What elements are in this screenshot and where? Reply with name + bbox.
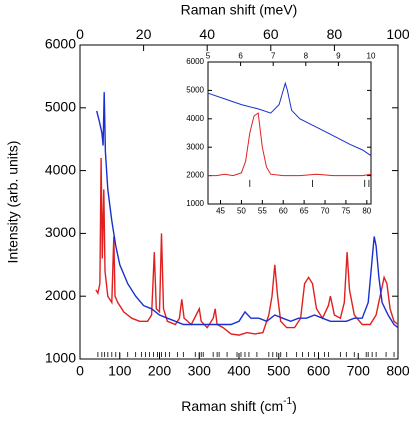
x2-tick-label: 8 <box>304 52 309 61</box>
y-tick-label: 4000 <box>186 114 204 123</box>
x2-tick-label: 40 <box>199 26 215 42</box>
x-tick-label: 55 <box>258 206 267 215</box>
data-line <box>208 112 372 177</box>
x2-tick-label: 20 <box>136 26 152 42</box>
x2-tick-label: 7 <box>271 52 276 61</box>
x-axis-title: Raman shift (cm-1) <box>181 396 297 414</box>
y-tick-label: 5000 <box>186 86 204 95</box>
x-axis-title-sup: -1 <box>283 396 292 407</box>
x2-tick-label: 80 <box>327 26 343 42</box>
x2-tick-label: 10 <box>367 52 376 61</box>
x-tick-label: 400 <box>227 362 251 378</box>
y-tick-label: 3000 <box>45 224 76 240</box>
y-tick-label: 2000 <box>186 171 204 180</box>
x-tick-label: 80 <box>362 206 371 215</box>
y-tick-label: 1000 <box>186 199 204 208</box>
x-tick-label: 700 <box>347 362 371 378</box>
data-line <box>96 92 399 329</box>
data-line <box>95 157 399 336</box>
data-line <box>207 81 372 157</box>
x-tick-label: 600 <box>307 362 331 378</box>
x-tick-label: 100 <box>108 362 132 378</box>
plot-frame <box>207 61 372 205</box>
x-axis-title-end: ) <box>292 398 297 414</box>
x2-tick-label: 60 <box>263 26 279 42</box>
x-tick-label: 50 <box>237 206 246 215</box>
x2-tick-label: 6 <box>238 52 243 61</box>
x-tick-label: 800 <box>386 362 409 378</box>
y-tick-label: 3000 <box>186 142 204 151</box>
x-tick-label: 65 <box>300 206 309 215</box>
x-tick-label: 200 <box>148 362 172 378</box>
x-tick-label: 70 <box>321 206 330 215</box>
y-tick-label: 6000 <box>45 36 76 52</box>
y-tick-label: 1000 <box>45 350 76 366</box>
x2-tick-label: 9 <box>336 52 341 61</box>
x-tick-label: 60 <box>279 206 288 215</box>
y-tick-label: 6000 <box>186 57 204 66</box>
x2-tick-label: 0 <box>76 26 84 42</box>
y-tick-label: 5000 <box>45 99 76 115</box>
y-tick-label: 2000 <box>45 287 76 303</box>
x2-tick-label: 100 <box>386 26 409 42</box>
x-tick-label: 300 <box>188 362 212 378</box>
y-axis-title: Intensity (arb. units) <box>5 141 21 264</box>
x-axis-title-text: Raman shift (cm <box>181 398 283 414</box>
top-axis-title: Raman shift (meV) <box>181 2 298 18</box>
x-tick-label: 75 <box>341 206 350 215</box>
x-tick-label: 0 <box>76 362 84 378</box>
y-tick-label: 4000 <box>45 161 76 177</box>
x2-tick-label: 5 <box>206 52 211 61</box>
x-tick-label: 500 <box>267 362 291 378</box>
x-tick-label: 45 <box>216 206 225 215</box>
